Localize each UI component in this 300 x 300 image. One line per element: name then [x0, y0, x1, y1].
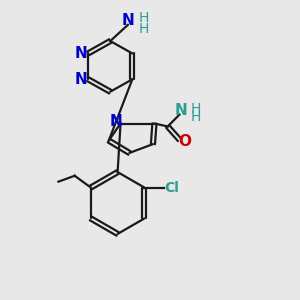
- Text: H: H: [190, 102, 201, 116]
- Text: N: N: [122, 13, 134, 28]
- Text: H: H: [139, 11, 149, 25]
- Text: H: H: [190, 110, 201, 124]
- Text: N: N: [74, 46, 87, 61]
- Text: N: N: [110, 114, 122, 129]
- Text: Cl: Cl: [164, 181, 179, 194]
- Text: N: N: [74, 72, 87, 87]
- Text: O: O: [178, 134, 191, 149]
- Text: H: H: [139, 22, 149, 36]
- Text: N: N: [175, 103, 187, 118]
